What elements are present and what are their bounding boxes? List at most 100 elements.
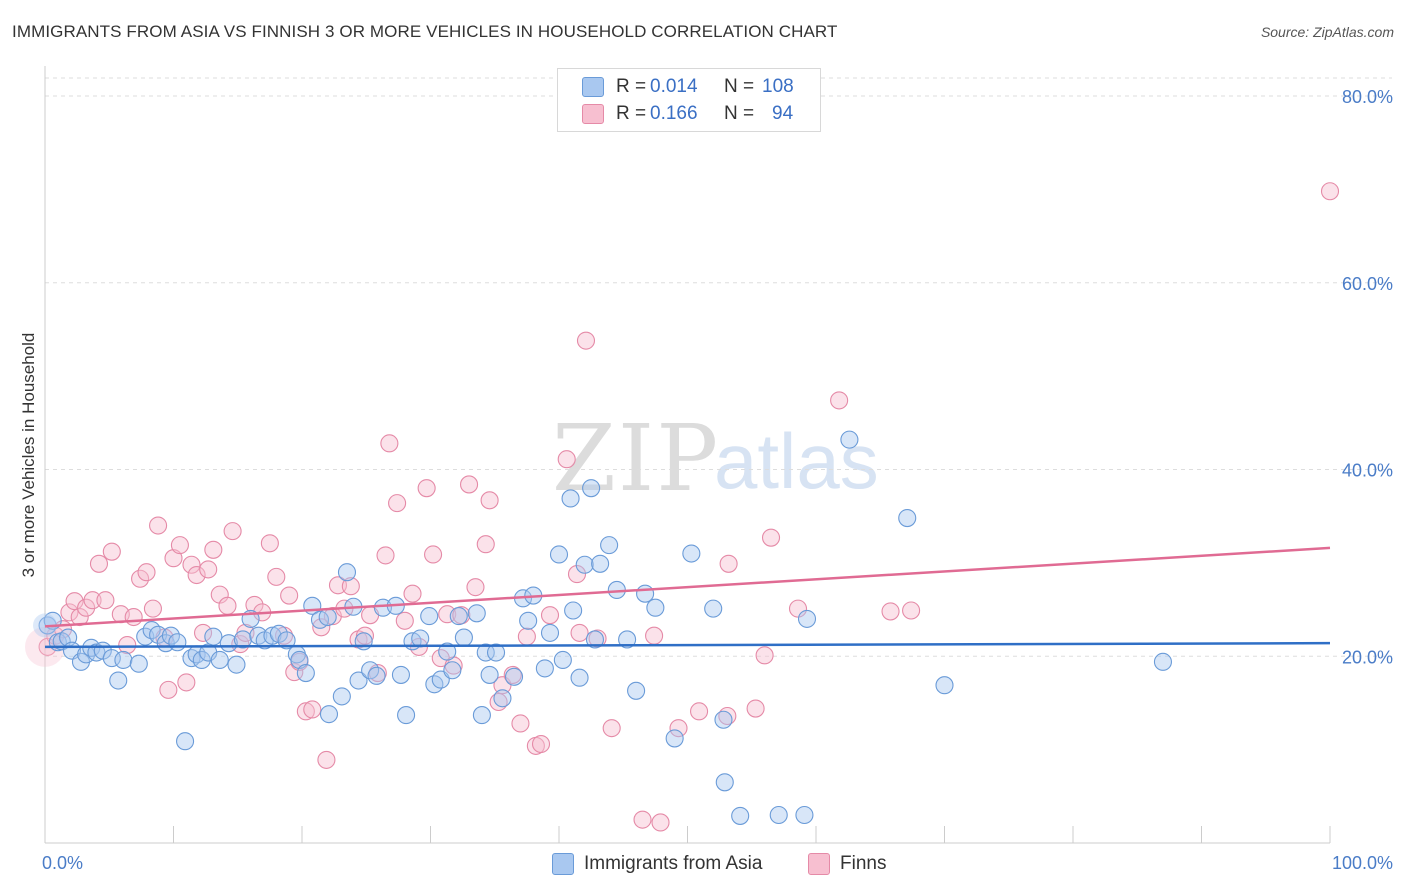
finns-point <box>645 626 664 645</box>
watermark-atlas: atlas <box>714 417 879 505</box>
legend-r-label: R = <box>616 103 647 124</box>
asia-point <box>349 671 368 690</box>
y-tick-label: 60.0% <box>1342 274 1393 294</box>
legend-r-label: R = <box>616 76 647 97</box>
finns-point <box>395 611 414 630</box>
finns-point <box>143 599 162 618</box>
asia-point <box>493 689 512 708</box>
asia-point <box>204 627 223 646</box>
finns-point <box>280 586 299 605</box>
legend-row-finns: R = 0.166 N = 94 <box>558 101 820 127</box>
asia-point <box>210 650 229 670</box>
finns-point <box>341 577 360 596</box>
finns-point <box>576 331 596 350</box>
asia-point <box>715 773 734 792</box>
finns-point <box>131 569 150 588</box>
y-tick-labels: 20.0% 40.0% 60.0% 80.0% <box>1342 87 1393 667</box>
finns-point <box>480 491 499 510</box>
finns-point <box>476 535 495 554</box>
finns-point <box>260 534 279 553</box>
finns-point <box>312 618 331 637</box>
asia-point <box>227 655 246 674</box>
finns-point <box>788 599 808 618</box>
finns-point <box>459 475 479 494</box>
finns-point <box>669 719 688 738</box>
y-axis-title: 3 or more Vehicles in Household <box>19 333 38 578</box>
finns-point <box>296 702 315 721</box>
legend-n-value: 108 <box>762 76 794 97</box>
asia-point <box>319 705 339 724</box>
asia-point <box>646 598 665 617</box>
asia-point <box>704 599 723 618</box>
asia-point <box>290 650 309 670</box>
finns-point <box>881 602 900 621</box>
asia-point <box>898 509 917 528</box>
asia-point <box>296 664 315 683</box>
asia-point <box>249 626 268 645</box>
asia-point <box>627 681 646 700</box>
asia-point <box>337 563 357 582</box>
asia-point <box>570 668 589 687</box>
finns-point <box>77 598 96 617</box>
finns-point <box>417 479 436 498</box>
finns-point <box>177 673 196 692</box>
asia-point <box>391 665 410 684</box>
asia-point <box>549 545 569 564</box>
source-credit: Source: ZipAtlas.com <box>1260 24 1394 40</box>
asia-point <box>797 609 817 628</box>
finns-point <box>218 596 237 615</box>
asia-point <box>443 661 462 680</box>
asia-point <box>367 666 386 685</box>
asia-point <box>665 729 684 748</box>
finns-point <box>376 546 395 565</box>
finns-point <box>380 434 399 453</box>
finns-point <box>303 700 322 719</box>
legend-swatch-asia <box>582 77 604 97</box>
y-tick-label: 20.0% <box>1342 647 1393 667</box>
finns-point <box>60 603 79 622</box>
asia-point <box>1153 652 1172 671</box>
finns-point <box>182 555 201 574</box>
finns-point <box>96 591 115 610</box>
finns-point <box>89 554 109 573</box>
asia-point <box>480 665 499 684</box>
finns-point <box>690 702 709 721</box>
asia-point <box>263 626 282 645</box>
asia-point <box>109 671 128 690</box>
asia-point <box>332 687 351 706</box>
finns-point <box>511 714 530 733</box>
finns-point <box>164 549 183 568</box>
asia-point <box>591 554 610 573</box>
legend-n-label: N = <box>724 103 755 124</box>
x-tick-label: 0.0% <box>42 853 83 873</box>
x-tick-label: 100.0% <box>1332 853 1393 873</box>
finns-point <box>137 563 156 582</box>
asia-point <box>114 650 133 670</box>
finns-point <box>199 560 218 579</box>
asia-point <box>102 649 121 668</box>
finns-point <box>567 565 587 584</box>
asia-point <box>411 629 430 648</box>
finns-point <box>267 567 286 586</box>
finns-point <box>403 584 422 603</box>
finns-point <box>170 536 189 555</box>
asia-point <box>795 805 814 825</box>
trend-lines <box>44 546 1331 649</box>
series-swatch-finns <box>808 853 830 875</box>
asia-point <box>425 675 444 694</box>
asia-point <box>575 555 594 574</box>
finns-point <box>557 450 576 469</box>
finns-point <box>83 591 102 610</box>
finns-trend-line <box>44 546 1331 628</box>
finns-point <box>159 680 178 699</box>
finns-point <box>902 601 921 620</box>
finns-point <box>719 554 738 573</box>
asia-point <box>318 607 337 627</box>
watermark-zip: ZIP <box>552 405 720 512</box>
asia-point <box>769 805 788 825</box>
asia-point <box>129 654 148 673</box>
asia-point <box>168 633 187 652</box>
finns-point <box>204 540 223 559</box>
correlation-legend: R = 0.014 N = 108 R = 0.166 N = 94 <box>557 68 821 132</box>
